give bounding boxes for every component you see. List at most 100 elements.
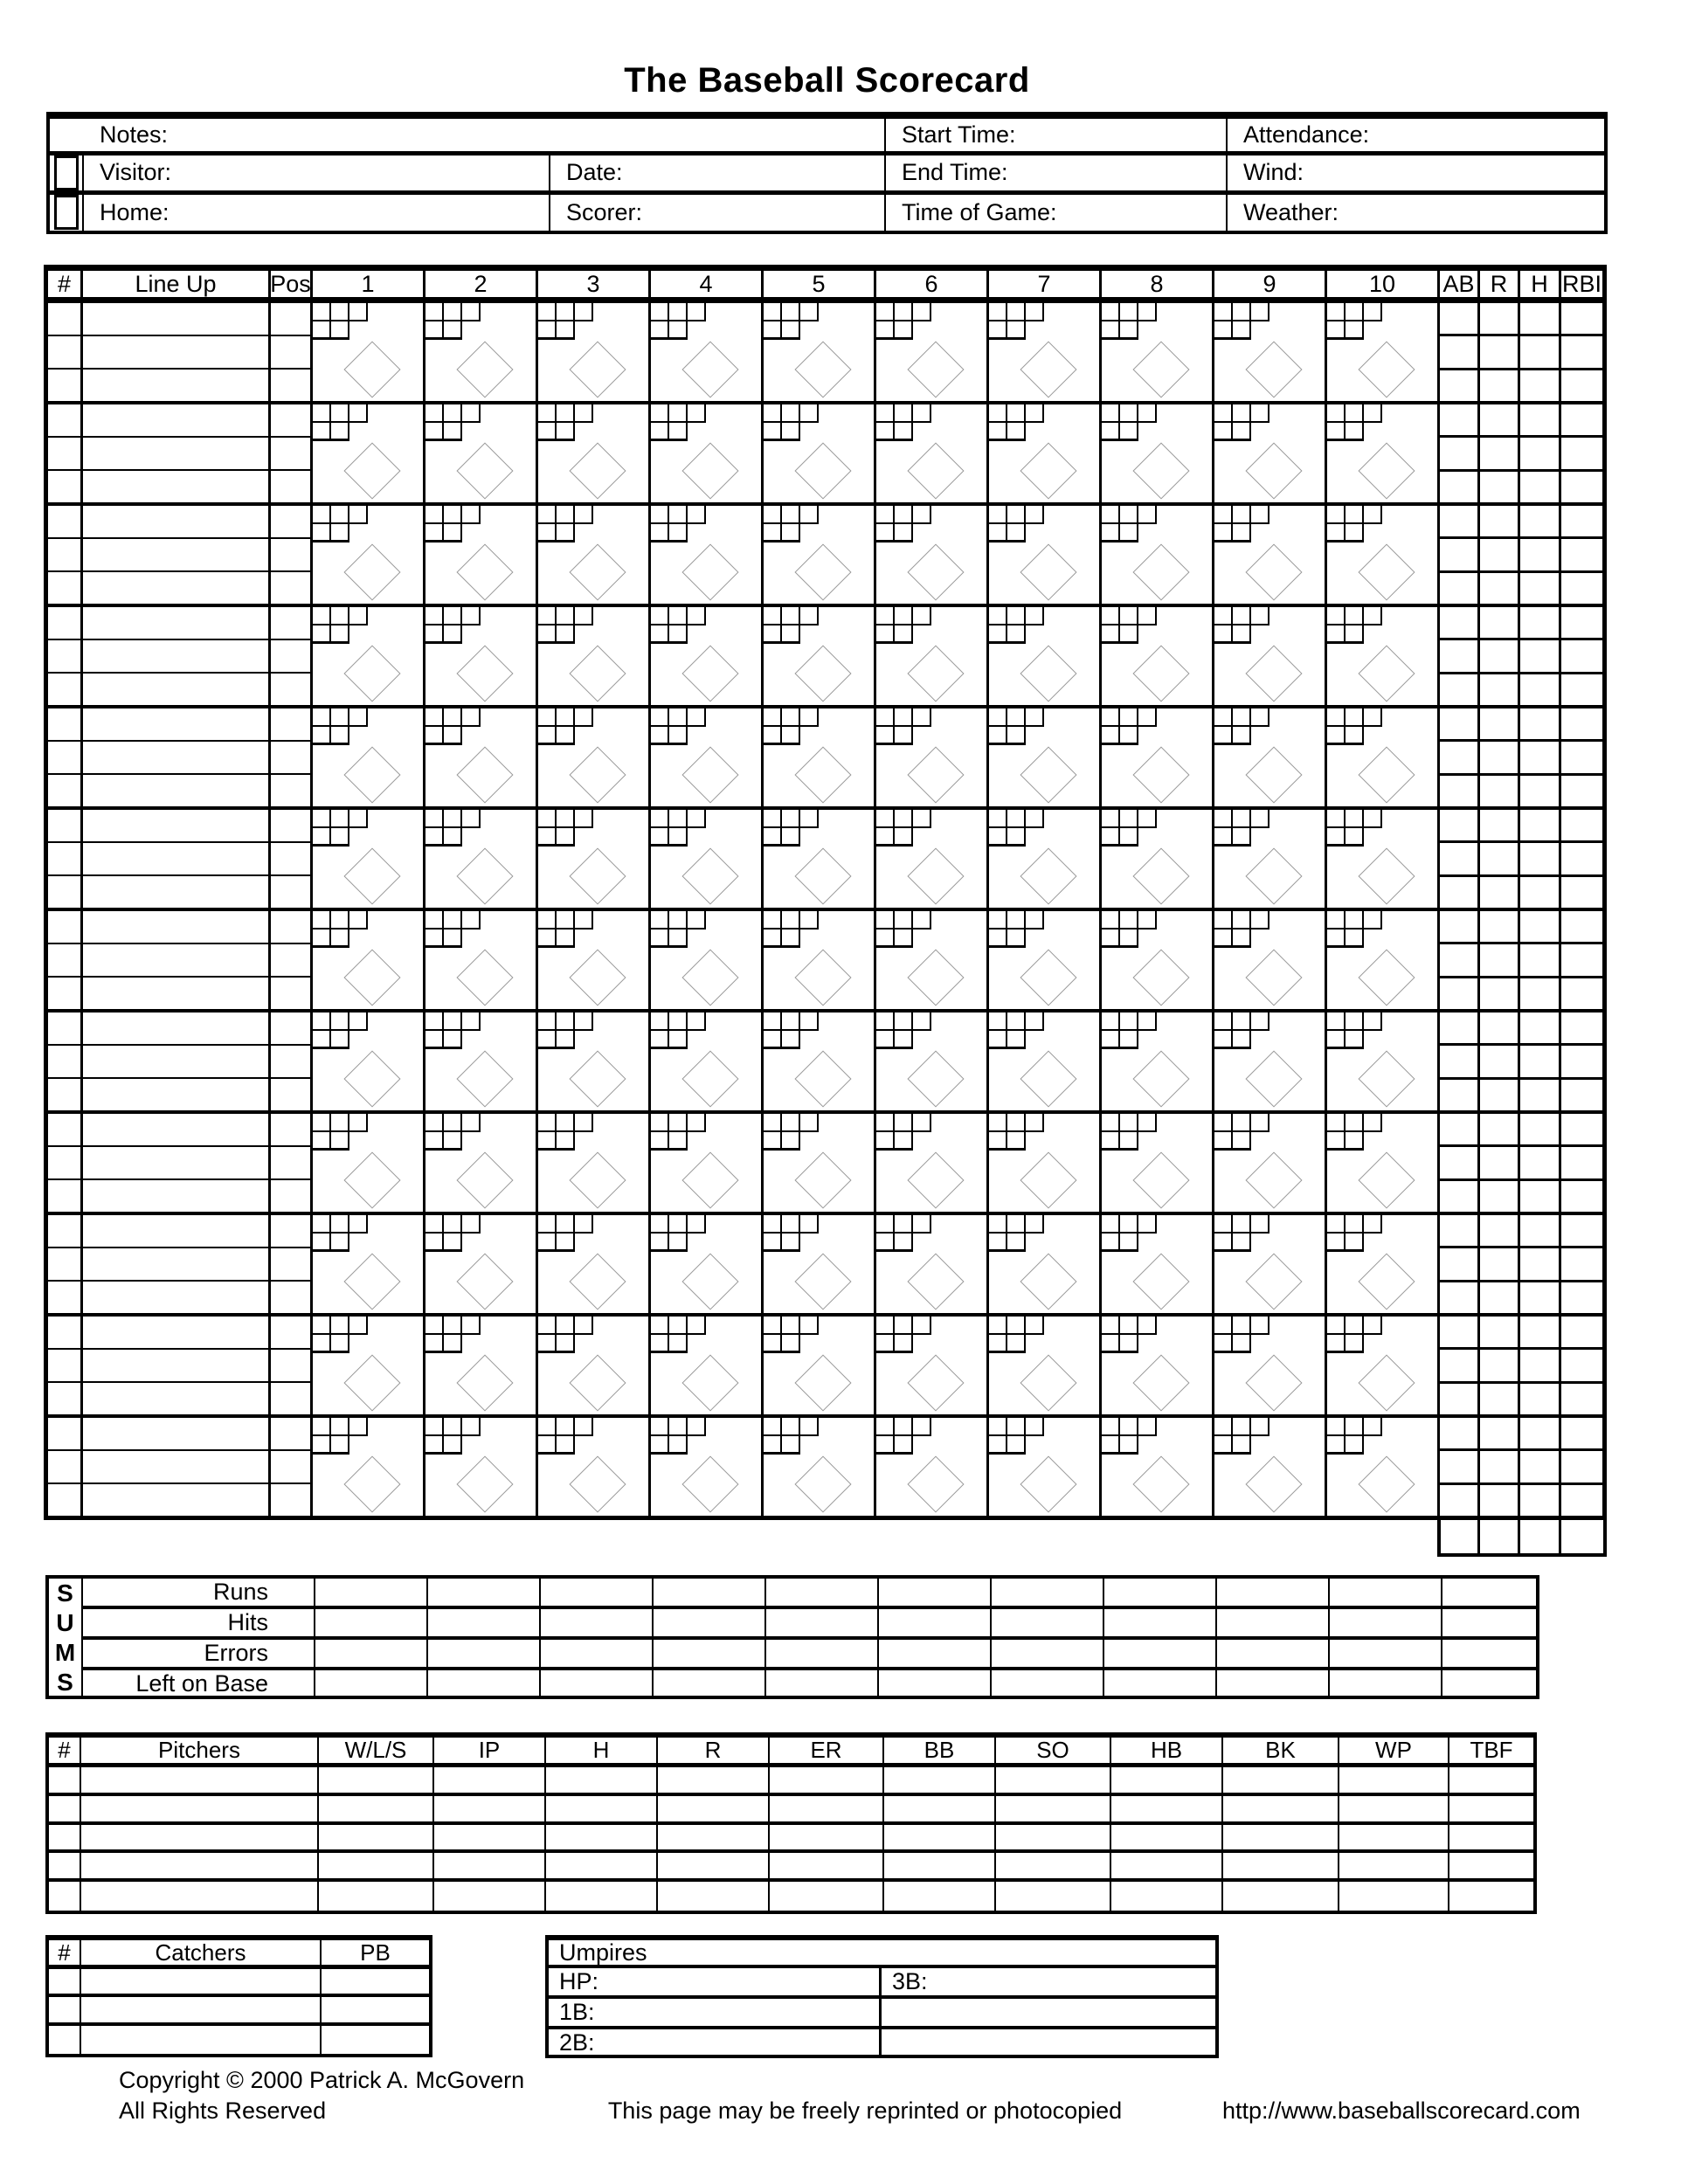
strike-box xyxy=(1213,421,1233,441)
time-of-game-cell: Time of Game: xyxy=(886,194,1228,231)
strike-box xyxy=(329,1333,349,1353)
strikes-row xyxy=(987,421,1044,441)
lineup-name-column xyxy=(83,506,271,604)
strike-box xyxy=(536,928,557,948)
pitcher-row-cell xyxy=(996,1882,1111,1911)
sums-value-cell xyxy=(315,1640,428,1670)
balls-row xyxy=(1325,808,1382,828)
count-boxes xyxy=(649,403,706,441)
home-checkbox[interactable] xyxy=(53,195,79,231)
rbi-cell xyxy=(1561,303,1602,337)
count-boxes xyxy=(1100,1011,1157,1049)
h-cell xyxy=(1520,1384,1559,1414)
ball-box xyxy=(686,403,706,423)
r-cell xyxy=(1480,303,1518,337)
strike-box xyxy=(875,320,895,340)
h-cell xyxy=(1520,1013,1559,1047)
ab-cell xyxy=(1440,877,1477,908)
r-cell xyxy=(1480,708,1518,743)
balls-row xyxy=(536,1011,593,1031)
balls-row xyxy=(987,301,1044,321)
rbi-column xyxy=(1561,810,1602,908)
r-cell xyxy=(1480,810,1518,844)
sums-value-cell xyxy=(1104,1670,1217,1697)
basepath-diamond-icon xyxy=(1020,645,1077,702)
ball-box xyxy=(1362,605,1382,625)
player-block xyxy=(48,403,1602,506)
ball-box xyxy=(799,1213,819,1234)
count-boxes xyxy=(875,605,931,644)
strikes-row xyxy=(1100,522,1157,543)
inning-5-cell xyxy=(762,504,876,604)
strikes-row xyxy=(762,320,819,340)
inning-3-cell xyxy=(536,403,651,502)
rbi-total-cell xyxy=(1561,1520,1603,1553)
balls-row xyxy=(311,1315,368,1335)
balls-row xyxy=(762,1112,819,1132)
ball-box xyxy=(762,1112,782,1132)
ball-box xyxy=(875,1112,895,1132)
inning-6-cell xyxy=(875,1213,989,1313)
basepath-diamond-icon xyxy=(569,1151,626,1209)
position-cell xyxy=(271,876,310,908)
ab-cell xyxy=(1440,404,1477,439)
balls-row xyxy=(762,707,819,727)
strike-box xyxy=(668,826,688,847)
ball-box xyxy=(1137,1315,1157,1335)
notes-cell: Notes: xyxy=(50,119,886,156)
basepath-diamond-icon xyxy=(456,949,514,1006)
h-cell xyxy=(1520,573,1559,604)
basepath-diamond-icon xyxy=(1132,949,1190,1006)
strike-box xyxy=(442,1434,462,1455)
strikes-row xyxy=(875,1434,931,1455)
r-cell xyxy=(1480,506,1518,540)
strike-box xyxy=(329,928,349,948)
basepath-diamond-icon xyxy=(569,847,626,905)
rbi-cell xyxy=(1561,1147,1602,1181)
strike-box xyxy=(1344,421,1364,441)
ball-box xyxy=(1249,1213,1269,1234)
inning-10-cell xyxy=(1325,1213,1440,1313)
count-boxes xyxy=(875,1416,931,1455)
rbi-column xyxy=(1561,303,1602,401)
pitcher-row-cell xyxy=(81,1853,319,1883)
strikes-row xyxy=(311,522,368,543)
inning-2-cell xyxy=(424,1112,538,1212)
ball-box xyxy=(762,909,782,930)
inning-9-cell xyxy=(1213,301,1327,401)
inning-1-cell xyxy=(311,403,425,502)
pitcher-row-cell xyxy=(546,1882,658,1911)
strikes-row xyxy=(1100,624,1157,644)
ball-box xyxy=(780,1315,800,1335)
ball-box xyxy=(799,403,819,423)
strike-box xyxy=(1213,725,1233,745)
visitor-checkbox[interactable] xyxy=(53,155,79,190)
count-boxes xyxy=(987,605,1044,644)
strike-box xyxy=(1325,1029,1346,1049)
ball-box xyxy=(1118,1416,1138,1436)
ball-box xyxy=(686,707,706,727)
strike-box xyxy=(780,1232,800,1252)
basepath-diamond-icon xyxy=(1358,1354,1415,1412)
strike-box xyxy=(762,725,782,745)
ball-box xyxy=(573,909,593,930)
balls-row xyxy=(649,1416,706,1436)
ball-box xyxy=(1024,1416,1044,1436)
strikes-row xyxy=(649,725,706,745)
catchers-col-header-pb: PB xyxy=(322,1939,429,1969)
strike-box xyxy=(668,421,688,441)
strike-box xyxy=(875,421,895,441)
h-cell xyxy=(1520,1317,1559,1351)
strike-box xyxy=(311,928,331,948)
basepath-diamond-icon xyxy=(343,847,401,905)
strike-box xyxy=(1100,522,1120,543)
r-cell xyxy=(1480,539,1518,573)
count-boxes xyxy=(311,504,368,543)
ab-cell xyxy=(1440,539,1477,573)
basepath-diamond-icon xyxy=(907,543,965,601)
count-boxes xyxy=(762,605,819,644)
h-cell xyxy=(1520,539,1559,573)
ball-box xyxy=(686,1315,706,1335)
strike-box xyxy=(893,421,913,441)
count-boxes xyxy=(1100,1112,1157,1151)
